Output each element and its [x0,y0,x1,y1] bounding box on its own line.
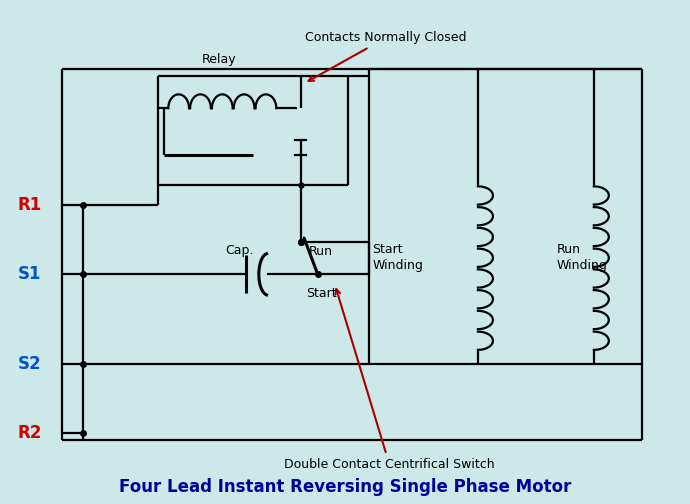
Text: Contacts Normally Closed: Contacts Normally Closed [305,31,466,81]
Text: Cap.: Cap. [225,244,253,257]
Text: S2: S2 [18,354,41,372]
Text: Run: Run [309,244,333,258]
Text: Start: Start [306,287,337,300]
Text: R2: R2 [18,424,42,442]
Text: Relay: Relay [201,53,236,66]
Text: Run
Winding: Run Winding [556,243,607,273]
Text: Start
Winding: Start Winding [373,243,423,273]
Text: Double Contact Centrifical Switch: Double Contact Centrifical Switch [284,289,495,471]
Text: Four Lead Instant Reversing Single Phase Motor: Four Lead Instant Reversing Single Phase… [119,478,571,496]
Text: S1: S1 [18,265,41,283]
Text: R1: R1 [18,196,42,214]
